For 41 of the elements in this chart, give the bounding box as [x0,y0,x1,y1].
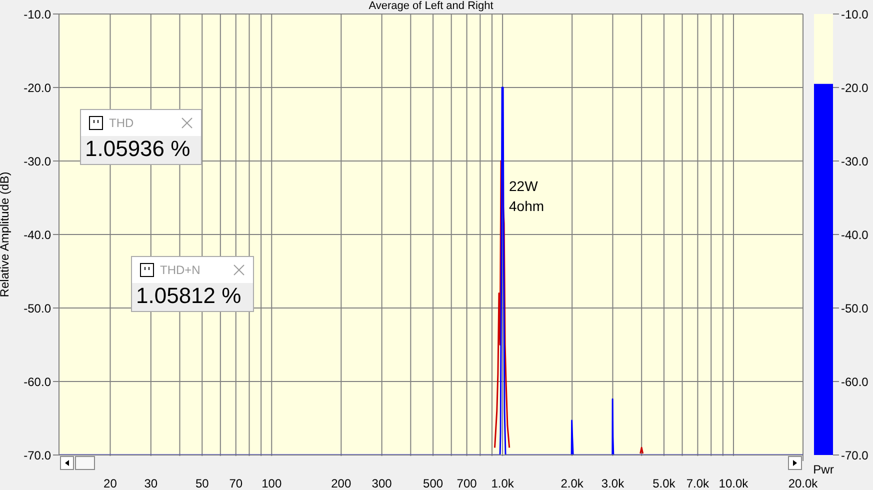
x-tick-label: 200 [331,476,352,490]
annotation: THD+N [160,263,200,277]
y-axis-title: Relative Amplitude (dB) [0,172,12,298]
y-tick-label: -40.0 [841,228,869,242]
y-tick-label: -50.0 [841,301,869,316]
x-tick-label: 2.0k [560,476,584,490]
annotation: 22W [509,177,539,196]
annotation: 1.05936 % [81,136,201,164]
readout-panel: THD+N 1.05812 % [131,256,254,312]
x-tick-label: 300 [372,476,392,490]
x-tick-label: 20 [104,476,118,490]
x-tick-label: 100 [262,476,282,490]
chart-title: Average of Left and Right [368,0,494,12]
y-tick-label: -40.0 [24,228,52,242]
readout-panel: THD 1.05936 % [80,109,202,165]
annotation: THD [109,116,134,130]
x-tick-label: 1.0k [491,476,515,490]
y-tick-label: -10.0 [841,7,869,22]
y-tick-label: -50.0 [24,301,52,316]
x-tick-label: 10.0k [718,476,750,490]
x-tick-label: 20.0k [788,476,819,490]
annotation: 1.05812 % [132,283,253,311]
x-tick-label: 30 [144,476,158,490]
x-tick-label: 7.0k [686,476,710,490]
x-tick-label: 500 [423,476,444,490]
y-tick-label: -30.0 [24,154,52,168]
x-axis-title: Pwr [813,462,834,477]
y-tick-label: -60.0 [24,374,52,389]
x-tick-label: 3.0k [601,476,626,490]
x-tick-label: 700 [456,476,478,490]
y-tick-label: -10.0 [24,7,52,22]
x-tick-label: 50 [195,476,210,490]
y-tick-label: -20.0 [24,80,52,95]
x-tick-label: 70 [229,476,243,490]
y-tick-label: -70.0 [24,448,52,462]
y-tick-label: -60.0 [841,374,869,389]
y-tick-label: -70.0 [841,448,869,462]
x-tick-label: 5.0k [652,476,676,490]
y-tick-label: -30.0 [841,154,869,168]
y-tick-label: -20.0 [841,80,869,95]
annotation: 4ohm [509,197,544,216]
